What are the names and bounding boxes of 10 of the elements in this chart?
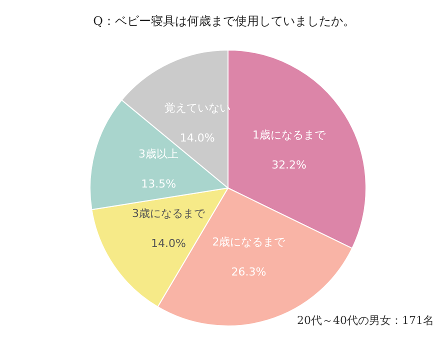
text: 20代～40代の男女：171名 xyxy=(297,314,434,327)
data-label: 26.3% xyxy=(231,265,266,278)
data-label: 13.5% xyxy=(141,178,176,190)
chart-title: Q：ベビー寝具は何歳まで使用していましたか。 xyxy=(93,14,355,28)
slice-label: 3歳になるまで xyxy=(132,206,206,220)
slice-label: 3歳以上 xyxy=(138,148,179,160)
slice-label: 2歳になるまで xyxy=(212,235,286,248)
data-label: 32.2% xyxy=(272,158,307,172)
slice-label: 1歳になるまで xyxy=(252,128,327,142)
data-label: 14.0% xyxy=(150,236,186,250)
